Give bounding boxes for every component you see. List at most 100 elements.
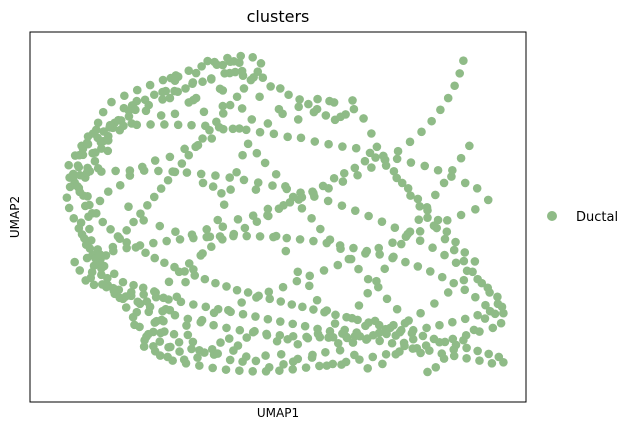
scatter-point-1-373 [92,209,101,218]
scatter-point-1-682 [353,170,362,180]
scatter-point-1-327 [374,243,384,253]
scatter-point-1-191 [348,96,357,105]
scatter-point-1-515 [221,365,231,374]
scatter-point-1-12 [191,68,201,78]
scatter-point-1-224 [354,264,363,274]
legend-marker-ductal [547,211,557,221]
scatter-point-1-538 [481,300,490,310]
scatter-point-1-204 [459,256,469,266]
scatter-point-1-604 [497,302,507,312]
scatter-point-1-332 [442,216,452,225]
scatter-point-1-183 [235,124,244,133]
scatter-point-1-527 [381,349,391,359]
scatter-point-1-646 [293,267,303,277]
scatter-point-1-415 [475,356,484,365]
scatter-point-1-337 [460,178,470,188]
scatter-point-1-55 [165,93,175,103]
scatter-point-1-540 [460,285,470,295]
scatter-point-1-117 [183,330,193,340]
scatter-point-1-626 [225,173,234,182]
scatter-point-1-672 [202,225,211,234]
scatter-point-1-233 [271,169,281,179]
scatter-point-1-462 [184,150,194,160]
scatter-point-1-248 [157,315,166,325]
scatter-point-1-69 [295,95,304,104]
scatter-point-1-472 [253,67,263,77]
scatter-point-1-642 [251,185,261,194]
scatter-point-1-58 [188,79,197,89]
scatter-point-1-522 [315,361,324,371]
scatter-point-1-632 [139,166,149,175]
scatter-point-1-157 [156,328,165,338]
scatter-point-1-56 [173,87,183,97]
scatter-point-1-469 [232,92,242,102]
scatter-point-1-657 [389,252,398,262]
scatter-point-1-401 [374,320,384,330]
scatter-point-1-259 [207,242,216,252]
scatter-point-1-202 [440,234,450,244]
scatter-point-1-519 [275,366,284,375]
scatter-point-1-223 [363,274,373,284]
scatter-point-1-536 [496,318,506,328]
scatter-point-1-379 [141,248,150,258]
scatter-point-1-542 [437,272,447,282]
scatter-point-1-312 [169,329,179,339]
scatter-point-1-238 [232,167,241,177]
scatter-point-1-216 [423,367,432,377]
scatter-point-1-311 [150,318,160,327]
scatter-point-1-564 [149,238,158,248]
scatter-point-1-569 [82,253,92,263]
scatter-point-1-277 [403,183,413,193]
scatter-point-1-203 [449,245,459,255]
scatter-point-1-474 [248,53,257,62]
scatter-point-1-181 [207,134,217,143]
scatter-point-1-273 [360,156,370,166]
scatter-point-1-370 [73,181,82,191]
scatter-point-1-610 [440,250,449,260]
scatter-point-1-468 [225,100,235,110]
scatter-point-1-518 [261,367,271,376]
scatter-point-1-189 [325,96,334,106]
scatter-point-1-505 [121,303,131,312]
scatter-point-1-422 [387,338,397,348]
scatter-point-1-341 [406,158,416,167]
scatter-point-1-298 [279,359,288,369]
scatter-point-1-483 [132,85,142,95]
scatter-point-1-116 [174,337,184,347]
scatter-point-1-470 [239,84,249,93]
scatter-point-1-107 [129,280,138,290]
scatter-point-1-105 [109,269,119,279]
scatter-point-1-333 [456,210,466,220]
scatter-point-1-590 [315,332,325,342]
scatter-point-1-636 [82,168,92,177]
scatter-point-1-1 [203,56,212,66]
scatter-point-1-418 [437,349,447,358]
scatter-point-1-598 [422,323,431,333]
scatter-point-1-276 [392,173,401,183]
scatter-point-1-345 [351,143,361,153]
scatter-point-1-643 [263,211,272,220]
scatter-point-1-409 [462,343,471,353]
scatter-point-1-521 [301,363,311,372]
scatter-point-1-534 [475,327,484,336]
scatter-point-1-346 [338,142,347,151]
scatter-point-1-667 [124,202,133,211]
scatter-point-1-558 [229,231,238,241]
scatter-point-1-597 [408,325,418,335]
legend: Ductal [547,210,618,225]
scatter-point-1-188 [309,107,319,117]
scatter-point-1-63 [238,71,248,81]
scatter-point-1-615 [377,217,387,226]
scatter-point-1-321 [292,276,302,286]
scatter-point-1-94 [75,170,85,180]
scatter-point-1-368 [64,160,73,170]
scatter-point-1-230 [297,204,307,213]
scatter-point-1-348 [310,137,320,146]
scatter-point-1-532 [448,334,458,344]
scatter-point-1-286 [443,288,453,297]
scatter-point-1-649 [322,306,332,315]
scatter-point-1-361 [132,120,142,130]
scatter-point-1-591 [328,332,338,342]
scatter-point-1-601 [460,314,470,324]
scatter-point-1-294 [335,345,345,355]
